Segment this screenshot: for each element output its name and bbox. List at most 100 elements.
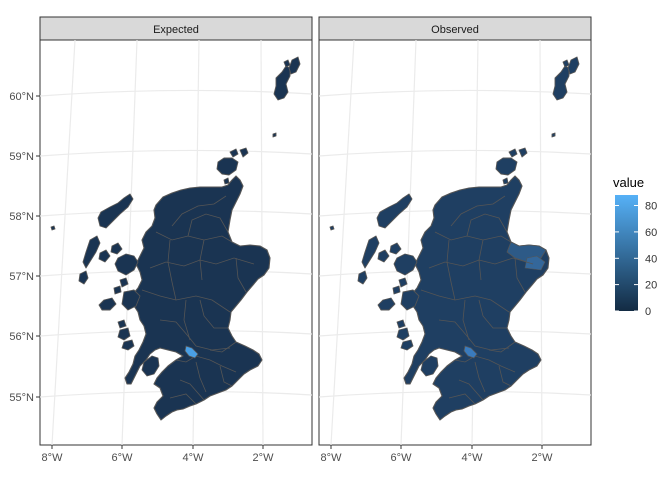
island-area (50, 225, 56, 231)
region-border (195, 361, 207, 393)
legend-title: value (613, 175, 644, 190)
color-legend: value 0 20 40 60 80 (613, 175, 657, 318)
region-border (474, 361, 486, 393)
island-area (117, 327, 131, 341)
island-area (117, 319, 127, 329)
legend-tick-label: 80 (645, 201, 657, 213)
island-area (377, 297, 396, 311)
hotspot-region (184, 345, 199, 359)
island-area (400, 339, 414, 351)
island-area (508, 148, 518, 158)
x-tick-label: 6°W (112, 452, 134, 464)
island-area (357, 270, 368, 285)
region-border (187, 213, 229, 237)
region-border (179, 379, 205, 401)
region-border (448, 393, 476, 405)
region-border (450, 195, 506, 227)
region-border (478, 239, 484, 281)
legend-tick-label: 0 (645, 306, 651, 318)
island-area (216, 157, 239, 176)
island-area (552, 65, 570, 101)
legend-tick-label: 20 (645, 280, 657, 292)
scotland-map-expected (50, 56, 301, 421)
x-tick-label: 8°W (321, 452, 343, 464)
island-area (398, 277, 408, 288)
legend-ticks: 0 20 40 60 80 (615, 201, 657, 318)
strip-label-observed: Observed (431, 24, 479, 36)
x-tick-label: 6°W (391, 452, 413, 464)
region-border (478, 299, 507, 329)
island-area (329, 225, 335, 231)
region-border (199, 299, 228, 329)
legend-tick-label: 40 (645, 253, 657, 265)
island-area (518, 147, 528, 158)
legend-tick-label: 60 (645, 227, 657, 239)
island-area (110, 242, 123, 255)
region-border (420, 289, 510, 313)
x-tick-label: 4°W (183, 452, 205, 464)
island-area (502, 177, 509, 185)
region-border (454, 355, 516, 373)
island-area (377, 249, 390, 263)
island-area (495, 157, 518, 176)
island-area (567, 56, 580, 75)
x-axis-observed: 8°W 6°W 4°W 2°W (321, 445, 553, 464)
island-area (400, 289, 420, 311)
island-area (396, 319, 406, 329)
x-tick-label: 2°W (253, 452, 275, 464)
region-border (219, 365, 233, 387)
island-area (361, 235, 380, 269)
region-border (446, 239, 456, 301)
region-border (155, 231, 233, 243)
panel-observed: Observed (318, 16, 592, 446)
y-tick-label: 57°N (9, 271, 34, 283)
island-area (392, 285, 401, 295)
island-area (272, 132, 277, 138)
northeast-region (524, 255, 546, 271)
island-area (239, 147, 249, 158)
island-area (78, 270, 89, 285)
island-area (389, 242, 402, 255)
region-border (458, 379, 484, 401)
region-border (209, 341, 237, 353)
region-border (466, 213, 508, 237)
y-axis: 55°N 56°N 57°N 58°N 59°N 60°N (9, 91, 40, 404)
island-area (114, 253, 139, 276)
region-border (498, 365, 512, 387)
region-border (488, 341, 516, 353)
island-area (121, 339, 135, 351)
region-border (434, 231, 512, 243)
x-axis-expected: 8°W 6°W 4°W 2°W (42, 445, 275, 464)
region-border (167, 239, 177, 301)
region-border (175, 355, 237, 373)
y-tick-label: 58°N (9, 211, 34, 223)
x-tick-label: 4°W (462, 452, 484, 464)
island-area (121, 289, 141, 311)
region-border (183, 299, 191, 341)
legend-colorbar (615, 195, 638, 311)
island-area (82, 235, 101, 269)
island-area (376, 193, 413, 229)
x-tick-label: 8°W (42, 452, 64, 464)
region-border (438, 319, 510, 351)
y-tick-label: 55°N (9, 392, 34, 404)
region-border (235, 257, 247, 293)
region-border (159, 319, 231, 351)
region-border (199, 239, 205, 281)
island-area (229, 148, 239, 158)
island-area (562, 59, 570, 68)
panel-expected: Expected (39, 16, 313, 446)
hotspot-region (463, 345, 478, 359)
region-border (169, 393, 197, 405)
island-area (113, 285, 122, 295)
region-border (141, 289, 231, 313)
y-tick-label: 59°N (9, 151, 34, 163)
island-area (551, 132, 556, 138)
island-area (141, 355, 160, 377)
y-tick-label: 56°N (9, 331, 34, 343)
region-border (462, 299, 470, 341)
island-area (420, 355, 439, 377)
region-border (514, 257, 526, 293)
island-area (273, 65, 291, 101)
